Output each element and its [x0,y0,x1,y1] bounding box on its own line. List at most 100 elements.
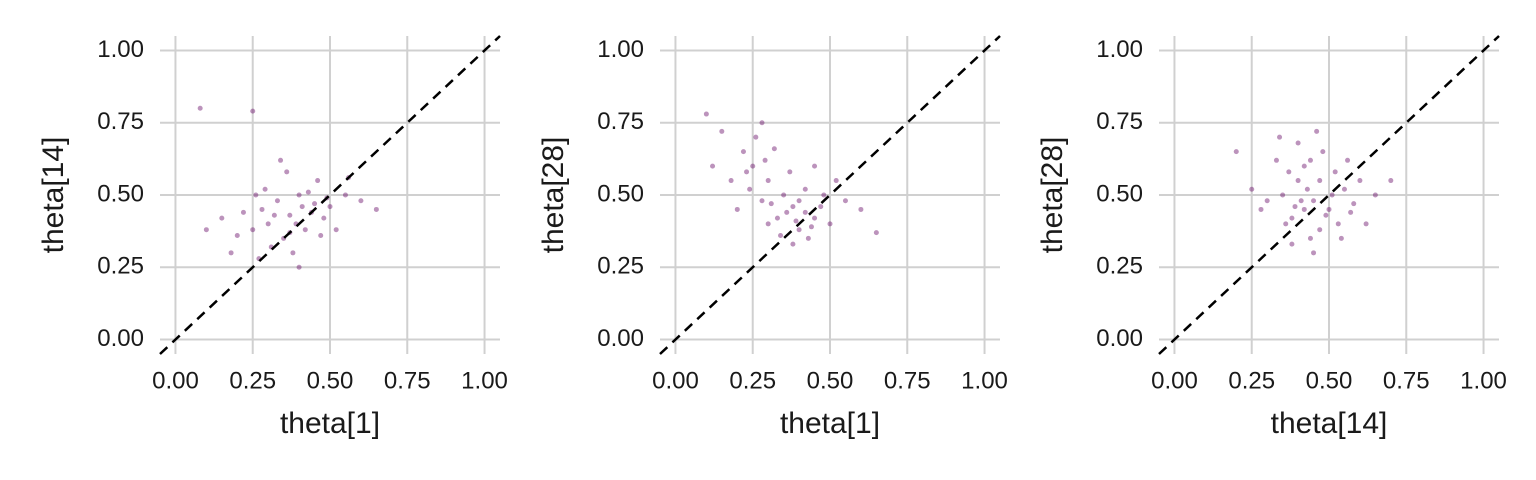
y-tick-label: 1.00 [597,36,644,63]
point [1311,198,1317,204]
point [710,163,716,169]
point [284,169,290,175]
point [342,192,348,198]
point [762,157,768,163]
point [768,201,774,207]
point [827,221,833,227]
point [1233,149,1239,155]
point [1304,186,1310,192]
point [1292,204,1298,210]
x-tick-label: 0.50 [807,367,854,394]
point [781,192,787,198]
point [1277,134,1283,140]
x-axis-title: theta[1] [280,407,380,440]
y-tick-label: 1.00 [1096,36,1143,63]
point [333,227,339,233]
y-tick-label: 0.00 [597,325,644,352]
point [234,232,240,238]
point [262,186,268,192]
point [327,204,333,210]
point [1329,192,1335,198]
point [747,186,753,192]
y-tick-label: 0.25 [597,253,644,280]
point [1295,140,1301,146]
point [315,178,321,184]
point [1289,241,1295,247]
point [1348,209,1354,215]
point [802,186,808,192]
point [278,157,284,163]
point [1363,221,1369,227]
y-tick-label: 0.75 [1096,108,1143,135]
point [1289,215,1295,221]
point [774,215,780,221]
point [1249,186,1255,192]
y-axis-title: theta[14] [37,137,70,254]
point [1335,221,1341,227]
point [1311,250,1317,256]
point [290,250,296,256]
point [790,241,796,247]
point [734,206,740,212]
point [1301,206,1307,212]
point [812,163,818,169]
point [1314,128,1320,134]
y-tick-label: 0.25 [1096,253,1143,280]
point [784,209,790,215]
point [1326,206,1332,212]
x-axis-title: theta[1] [780,407,880,440]
point [250,227,256,233]
point [358,198,364,204]
point [1357,178,1363,184]
point [790,204,796,210]
point [719,128,725,134]
point [796,198,802,204]
x-tick-label: 0.50 [307,367,354,394]
point [833,178,839,184]
point [321,215,327,221]
point [240,209,246,215]
x-tick-label: 0.25 [1228,367,1275,394]
y-tick-label: 0.75 [597,108,644,135]
point [802,209,808,215]
point [1320,149,1326,155]
point [296,192,302,198]
point [1286,169,1292,175]
x-tick-label: 1.00 [961,367,1008,394]
reference-line [1158,35,1500,355]
x-tick-label: 1.00 [461,367,508,394]
point [296,264,302,270]
point [302,227,308,233]
point [197,105,203,111]
x-tick-label: 0.50 [1306,367,1353,394]
point [805,235,811,241]
point [873,230,879,236]
point [759,198,765,204]
x-tick-label: 0.00 [1151,367,1198,394]
point [203,227,209,233]
point [259,206,265,212]
x-tick-label: 0.00 [652,367,699,394]
x-axis-title: theta[14] [1271,407,1388,440]
reference-line [659,35,1001,355]
point [253,192,259,198]
point [1301,163,1307,169]
point [228,250,234,256]
point [753,134,759,140]
point [305,189,311,195]
point [703,111,709,117]
point [1298,198,1304,204]
point [858,206,864,212]
reference-line [159,35,501,355]
point [1351,201,1357,207]
point [787,169,793,175]
point [1345,157,1351,163]
point [373,206,379,212]
point [1323,212,1329,218]
point [771,146,777,152]
x-tick-label: 0.00 [152,367,199,394]
point [808,224,814,230]
point [1307,235,1313,241]
point [1273,157,1279,163]
point [318,232,324,238]
